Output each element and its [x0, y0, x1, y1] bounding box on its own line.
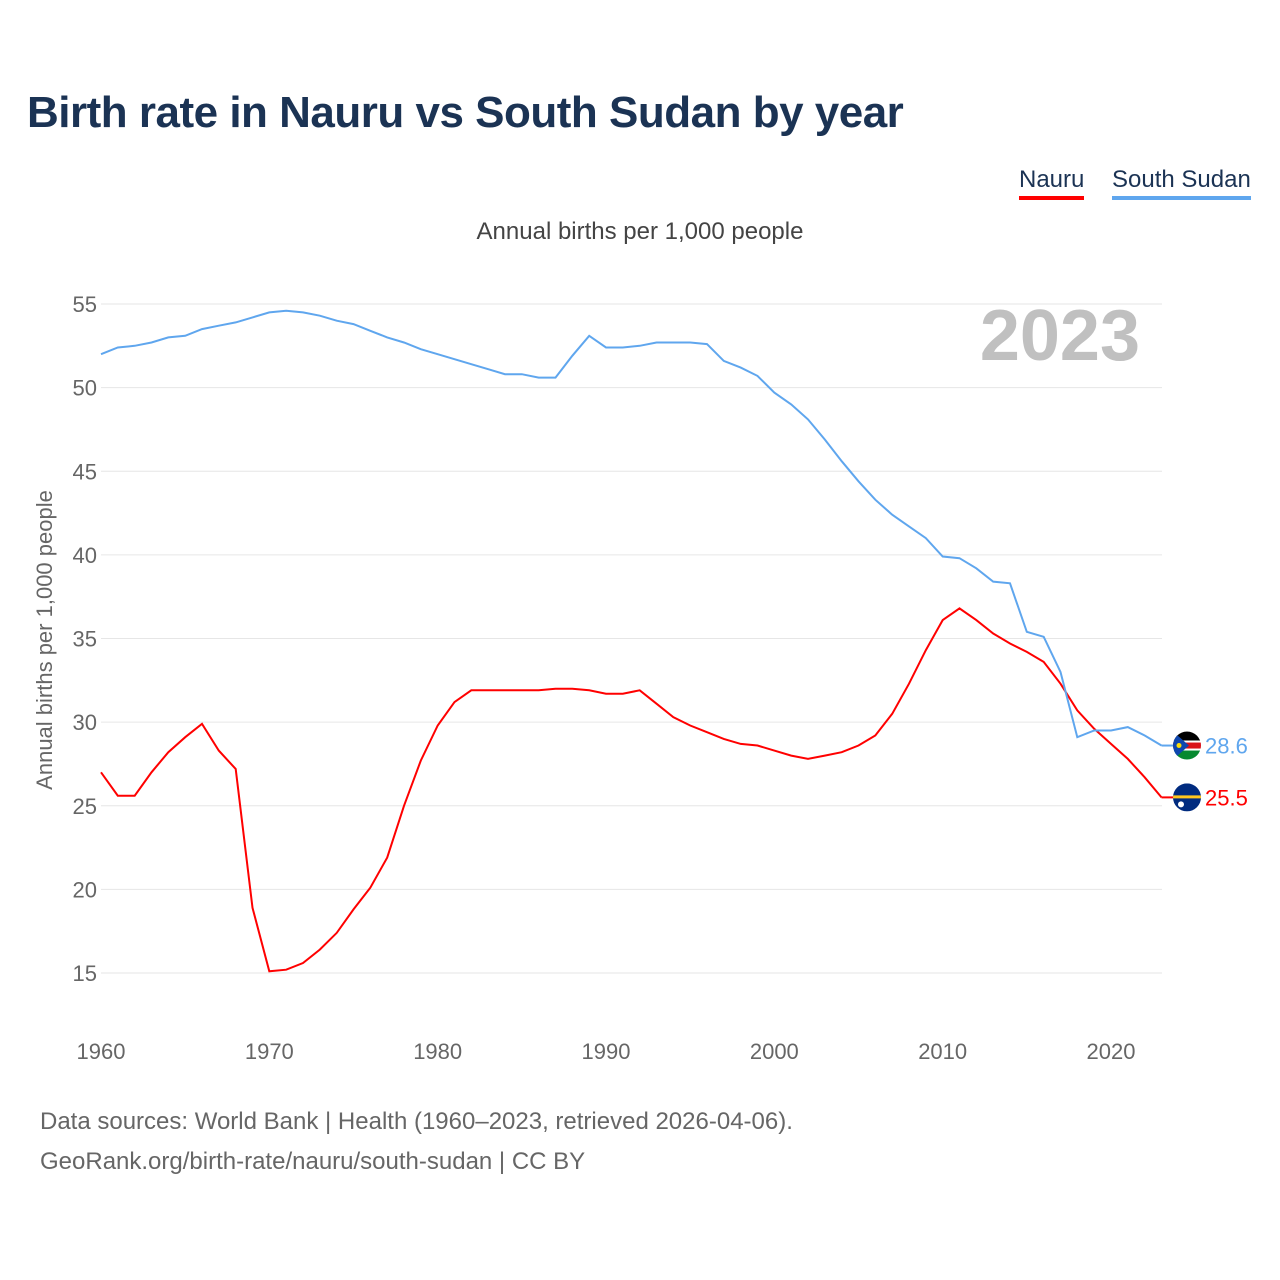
legend-item-south-sudan[interactable]: South Sudan: [1112, 166, 1251, 200]
y-tick-label: 30: [73, 710, 97, 735]
x-tick-label: 2010: [918, 1039, 967, 1064]
y-tick-label: 50: [73, 376, 97, 401]
y-tick-label: 40: [73, 543, 97, 568]
chart-title: Birth rate in Nauru vs South Sudan by ye…: [27, 88, 904, 137]
series-line-south-sudan: [100, 309, 1163, 747]
x-axis: 1960 1970 1980 1990 2000 2010 2020: [77, 1039, 1136, 1064]
y-tick-label: 45: [73, 459, 97, 484]
end-value-label: 25.5: [1205, 785, 1248, 810]
nauru-flag-icon: [1173, 783, 1201, 812]
x-tick-label: 1970: [245, 1039, 294, 1064]
footer-link[interactable]: GeoRank.org/birth-rate/nauru/south-sudan…: [40, 1148, 586, 1175]
y-tick-label: 15: [73, 961, 97, 986]
legend-item-nauru[interactable]: Nauru: [1019, 166, 1085, 200]
y-tick-label: 20: [73, 877, 97, 902]
end-value-label: 28.6: [1205, 734, 1248, 759]
x-tick-label: 2000: [750, 1039, 799, 1064]
y-axis: 15 20 25 30 35 40 45 50 55: [73, 292, 97, 986]
south-sudan-flag-icon: [1173, 731, 1201, 760]
y-tick-label: 25: [73, 794, 97, 819]
x-tick-label: 1990: [582, 1039, 631, 1064]
y-tick-label: 55: [73, 292, 97, 317]
year-label: 2023: [980, 296, 1140, 376]
grid: [101, 303, 1162, 974]
end-markers: 25.5 28.6: [1161, 731, 1248, 812]
y-axis-label: Annual births per 1,000 people: [32, 490, 57, 790]
series-line-nauru: [100, 607, 1163, 973]
series-lines: [100, 309, 1163, 973]
y-tick-label: 35: [73, 627, 97, 652]
chart-subtitle: Annual births per 1,000 people: [476, 218, 804, 245]
x-tick-label: 1960: [77, 1039, 126, 1064]
x-tick-label: 1980: [413, 1039, 462, 1064]
footer-source: Data sources: World Bank | Health (1960–…: [40, 1108, 793, 1135]
x-tick-label: 2020: [1087, 1039, 1136, 1064]
